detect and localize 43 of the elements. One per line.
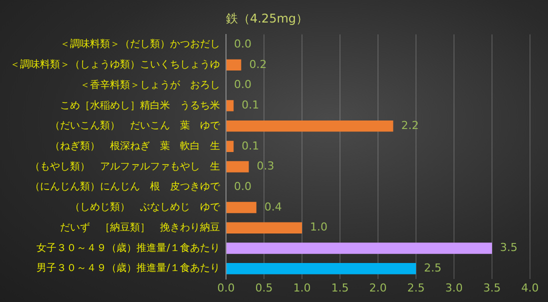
x-tick-label: 1.5 (331, 281, 349, 294)
bar (226, 222, 302, 234)
data-label: 0.0 (234, 78, 252, 92)
chart-title: 鉄（4.25mg） (226, 11, 308, 26)
data-label: 0.4 (264, 200, 282, 214)
x-tick-label: 1.0 (293, 281, 311, 294)
y-tick-label: （ねぎ類） 根深ねぎ 葉 軟白 生 (50, 140, 220, 152)
x-tick-label: 0.5 (255, 281, 273, 294)
data-label: 0.0 (234, 37, 252, 50)
y-tick-label: （にんじん類）にんじん 根 皮つきゆで (30, 180, 221, 193)
data-label: 0.1 (242, 139, 260, 152)
x-tick-label: 0.0 (217, 281, 235, 294)
data-label: 0.1 (242, 98, 260, 112)
y-tick-label: だいず ［納豆類］ 挽きわり納豆 (60, 221, 220, 234)
bar (226, 100, 234, 112)
bar (226, 161, 249, 172)
y-tick-label: 男子３０～４９（歳）推進量/１食あたり (36, 262, 220, 274)
x-tick-label: 2.5 (407, 281, 425, 294)
data-label: 1.0 (310, 220, 328, 234)
y-tick-label: ＜調味料類＞（しょうゆ類）こいくちしょうゆ (10, 58, 220, 71)
x-tick-label: 4.0 (521, 281, 539, 294)
y-tick-label: （だいこん類） だいこん 葉 ゆで (50, 120, 221, 132)
y-tick-label: （しめじ類） ぶなしめじ ゆで (70, 201, 221, 214)
data-label: 0.3 (256, 160, 274, 173)
bar (226, 59, 242, 71)
bar (226, 263, 416, 274)
bar (226, 242, 492, 254)
x-tick-label: 3.5 (483, 281, 501, 294)
y-tick-label: （もやし類） アルファルファもやし 生 (30, 160, 220, 172)
data-label: 3.5 (500, 241, 518, 254)
data-label: 2.2 (401, 118, 419, 132)
y-tick-label: 女子３０～４９（歳）推進量/１食あたり (36, 242, 220, 254)
data-label: 0.0 (234, 180, 252, 194)
y-tick-label: ＜香辛料類＞しょうが おろし (80, 78, 220, 91)
x-tick-label: 2.0 (369, 281, 387, 294)
bar (226, 120, 394, 132)
x-tick-label: 3.0 (445, 281, 463, 294)
bar (226, 202, 256, 214)
data-label: 2.5 (424, 261, 442, 274)
y-tick-label: こめ［水稲めし］精白米 うるち米 (60, 99, 220, 112)
bar (226, 140, 234, 152)
data-label: 0.2 (249, 58, 267, 71)
y-tick-label: ＜調味料類＞（だし類）かつおだし (60, 38, 220, 50)
